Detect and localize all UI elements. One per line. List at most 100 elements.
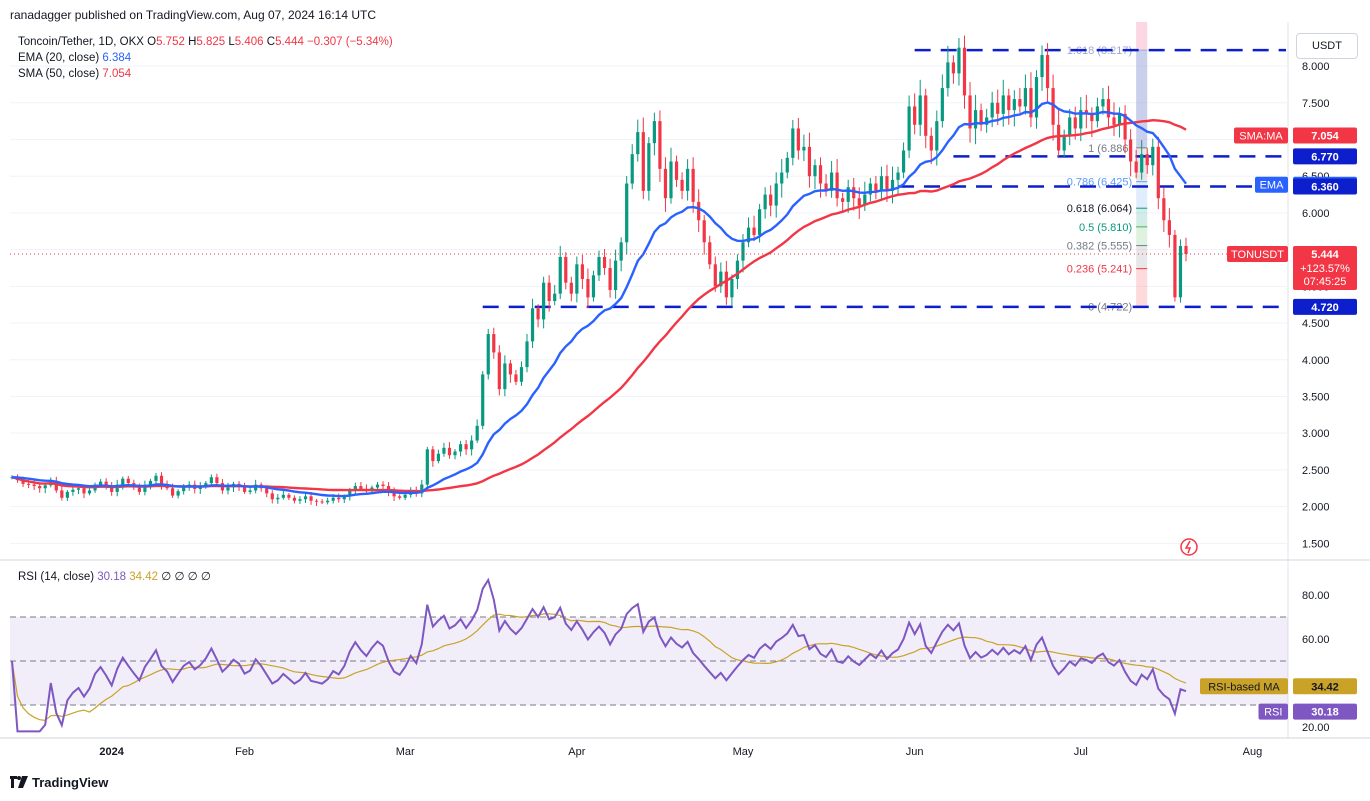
- candle-body: [608, 267, 612, 290]
- candle-body: [757, 209, 762, 235]
- ohlc-legend: Toncoin/Tether, 1D, OKX O5.752 H5.825 L5…: [18, 34, 393, 50]
- candle-body: [353, 486, 357, 491]
- change-value: −0.307 (−5.34%): [307, 36, 393, 48]
- rsi-scale-tag: [1258, 703, 1288, 720]
- candle-body: [846, 187, 850, 202]
- candle-body: [115, 484, 119, 492]
- candle-body: [1001, 95, 1005, 114]
- low-label: L: [228, 36, 235, 48]
- ema-legend-value: 6.384: [102, 52, 132, 64]
- candle-body: [1051, 88, 1055, 125]
- fib-level-label: 0.786 (6.425): [1067, 177, 1132, 189]
- candle-body: [1129, 139, 1133, 162]
- rsi-scale-value: 34.42: [1311, 681, 1339, 693]
- candle-body: [1145, 154, 1149, 166]
- candle-body: [99, 481, 103, 485]
- candle-body: [614, 260, 618, 290]
- candle-body: [182, 486, 186, 492]
- currency-button[interactable]: USDT: [1296, 33, 1358, 59]
- candle-body: [198, 486, 202, 489]
- candle-body: [702, 220, 706, 243]
- candle-body: [619, 242, 623, 261]
- candle-body: [1029, 88, 1033, 118]
- candle-body: [1123, 113, 1127, 140]
- candle-body: [1079, 110, 1083, 129]
- price-tick-label: 3.500: [1302, 391, 1330, 403]
- candle-body: [918, 95, 922, 125]
- candle-body: [331, 497, 335, 501]
- candle-body: [530, 308, 535, 342]
- candle-body: [38, 486, 42, 489]
- candle-body: [769, 194, 773, 206]
- candle-body: [447, 447, 452, 456]
- candle-body: [652, 121, 656, 144]
- candle-body: [76, 488, 81, 490]
- candle-body: [204, 483, 208, 487]
- rsi-scale-tag-label: RSI-based MA: [1208, 681, 1280, 693]
- candle-body: [392, 491, 396, 497]
- candle-body: [270, 493, 274, 500]
- candle-body: [292, 497, 297, 501]
- candle-body: [121, 478, 125, 485]
- rsi-line: [11, 577, 1187, 733]
- tradingview-logo-icon: [10, 776, 28, 788]
- price-scale-tag: [1234, 127, 1288, 144]
- brand-footer[interactable]: TradingView: [10, 775, 108, 790]
- rsi-tick-label: 80.00: [1302, 590, 1330, 602]
- candle-body: [137, 487, 141, 492]
- fib-zone: [1136, 268, 1148, 307]
- price-scale-tag-label: TONUSDT: [1231, 249, 1284, 261]
- candle-body: [337, 497, 341, 500]
- candle-body: [763, 194, 767, 210]
- candle-body: [71, 489, 75, 492]
- candle-body: [857, 198, 861, 206]
- price-scale-tag-label: SMA:MA: [1239, 131, 1283, 143]
- rsi-legend[interactable]: RSI (14, close) 30.18 34.42 ∅ ∅ ∅ ∅: [18, 569, 211, 583]
- candle-body: [796, 128, 800, 151]
- fib-level-label: 0.618 (6.064): [1067, 203, 1132, 215]
- candle-body: [265, 488, 269, 494]
- candle-body: [962, 47, 967, 96]
- rsi-scale-badge: [1293, 703, 1357, 720]
- time-tick-label: Mar: [396, 746, 415, 758]
- ema-legend[interactable]: EMA (20, close) 6.384: [18, 50, 131, 66]
- candle-body: [691, 168, 695, 202]
- candle-body: [82, 488, 86, 494]
- open-label: O: [147, 36, 157, 48]
- candle-body: [398, 496, 402, 498]
- sma-legend[interactable]: SMA (50, close) 7.054: [18, 66, 131, 82]
- candle-body: [215, 477, 219, 484]
- candle-body: [475, 425, 479, 441]
- price-scale-tag-label: EMA: [1260, 180, 1285, 192]
- candle-body: [1018, 99, 1022, 107]
- candle-body: [43, 485, 47, 489]
- candle-body: [497, 352, 501, 390]
- candle-body: [841, 198, 845, 202]
- candle-body: [813, 165, 817, 177]
- candle-body: [110, 486, 114, 492]
- price-scale-tag: [1227, 246, 1288, 263]
- time-tick-label: Apr: [568, 746, 585, 758]
- candle-body: [686, 168, 690, 191]
- candle-body: [835, 172, 839, 199]
- candle-body: [525, 341, 529, 368]
- candle-body: [326, 500, 330, 503]
- ema-legend-label: EMA (20, close): [18, 52, 100, 64]
- candle-body: [1007, 95, 1011, 111]
- time-tick-label: May: [733, 746, 754, 758]
- candle-body: [65, 491, 69, 498]
- candle-body: [558, 256, 562, 294]
- candle-body: [481, 374, 485, 426]
- candle-body: [730, 278, 734, 298]
- candle-body: [359, 486, 363, 489]
- candle-body: [425, 449, 429, 485]
- candle-body: [248, 490, 252, 492]
- candle-body: [591, 275, 596, 298]
- candle-body: [780, 172, 784, 184]
- fib-zone: [1136, 245, 1148, 269]
- candle-body: [641, 132, 645, 191]
- candle-body: [979, 110, 983, 125]
- candle-body: [436, 453, 441, 462]
- candle-body: [951, 62, 956, 74]
